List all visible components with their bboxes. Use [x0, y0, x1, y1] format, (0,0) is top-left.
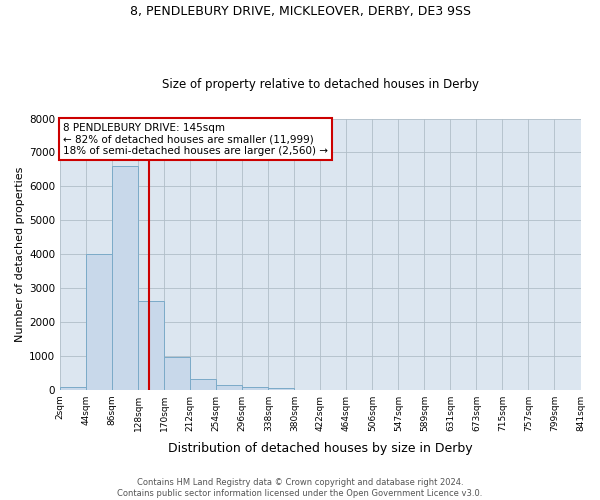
Text: 8, PENDLEBURY DRIVE, MICKLEOVER, DERBY, DE3 9SS: 8, PENDLEBURY DRIVE, MICKLEOVER, DERBY, … [130, 5, 470, 18]
Bar [190, 379, 216, 390]
Text: Contains HM Land Registry data © Crown copyright and database right 2024.
Contai: Contains HM Land Registry data © Crown c… [118, 478, 482, 498]
Bar [139, 301, 164, 390]
Text: 8 PENDLEBURY DRIVE: 145sqm
← 82% of detached houses are smaller (11,999)
18% of : 8 PENDLEBURY DRIVE: 145sqm ← 82% of deta… [63, 122, 328, 156]
Bar [86, 254, 112, 390]
Bar [268, 388, 294, 390]
Bar [217, 385, 242, 390]
Bar [112, 166, 138, 390]
Title: Size of property relative to detached houses in Derby: Size of property relative to detached ho… [162, 78, 479, 91]
Bar [164, 357, 190, 390]
X-axis label: Distribution of detached houses by size in Derby: Distribution of detached houses by size … [168, 442, 473, 455]
Y-axis label: Number of detached properties: Number of detached properties [15, 166, 25, 342]
Bar [60, 388, 86, 390]
Bar [242, 386, 268, 390]
